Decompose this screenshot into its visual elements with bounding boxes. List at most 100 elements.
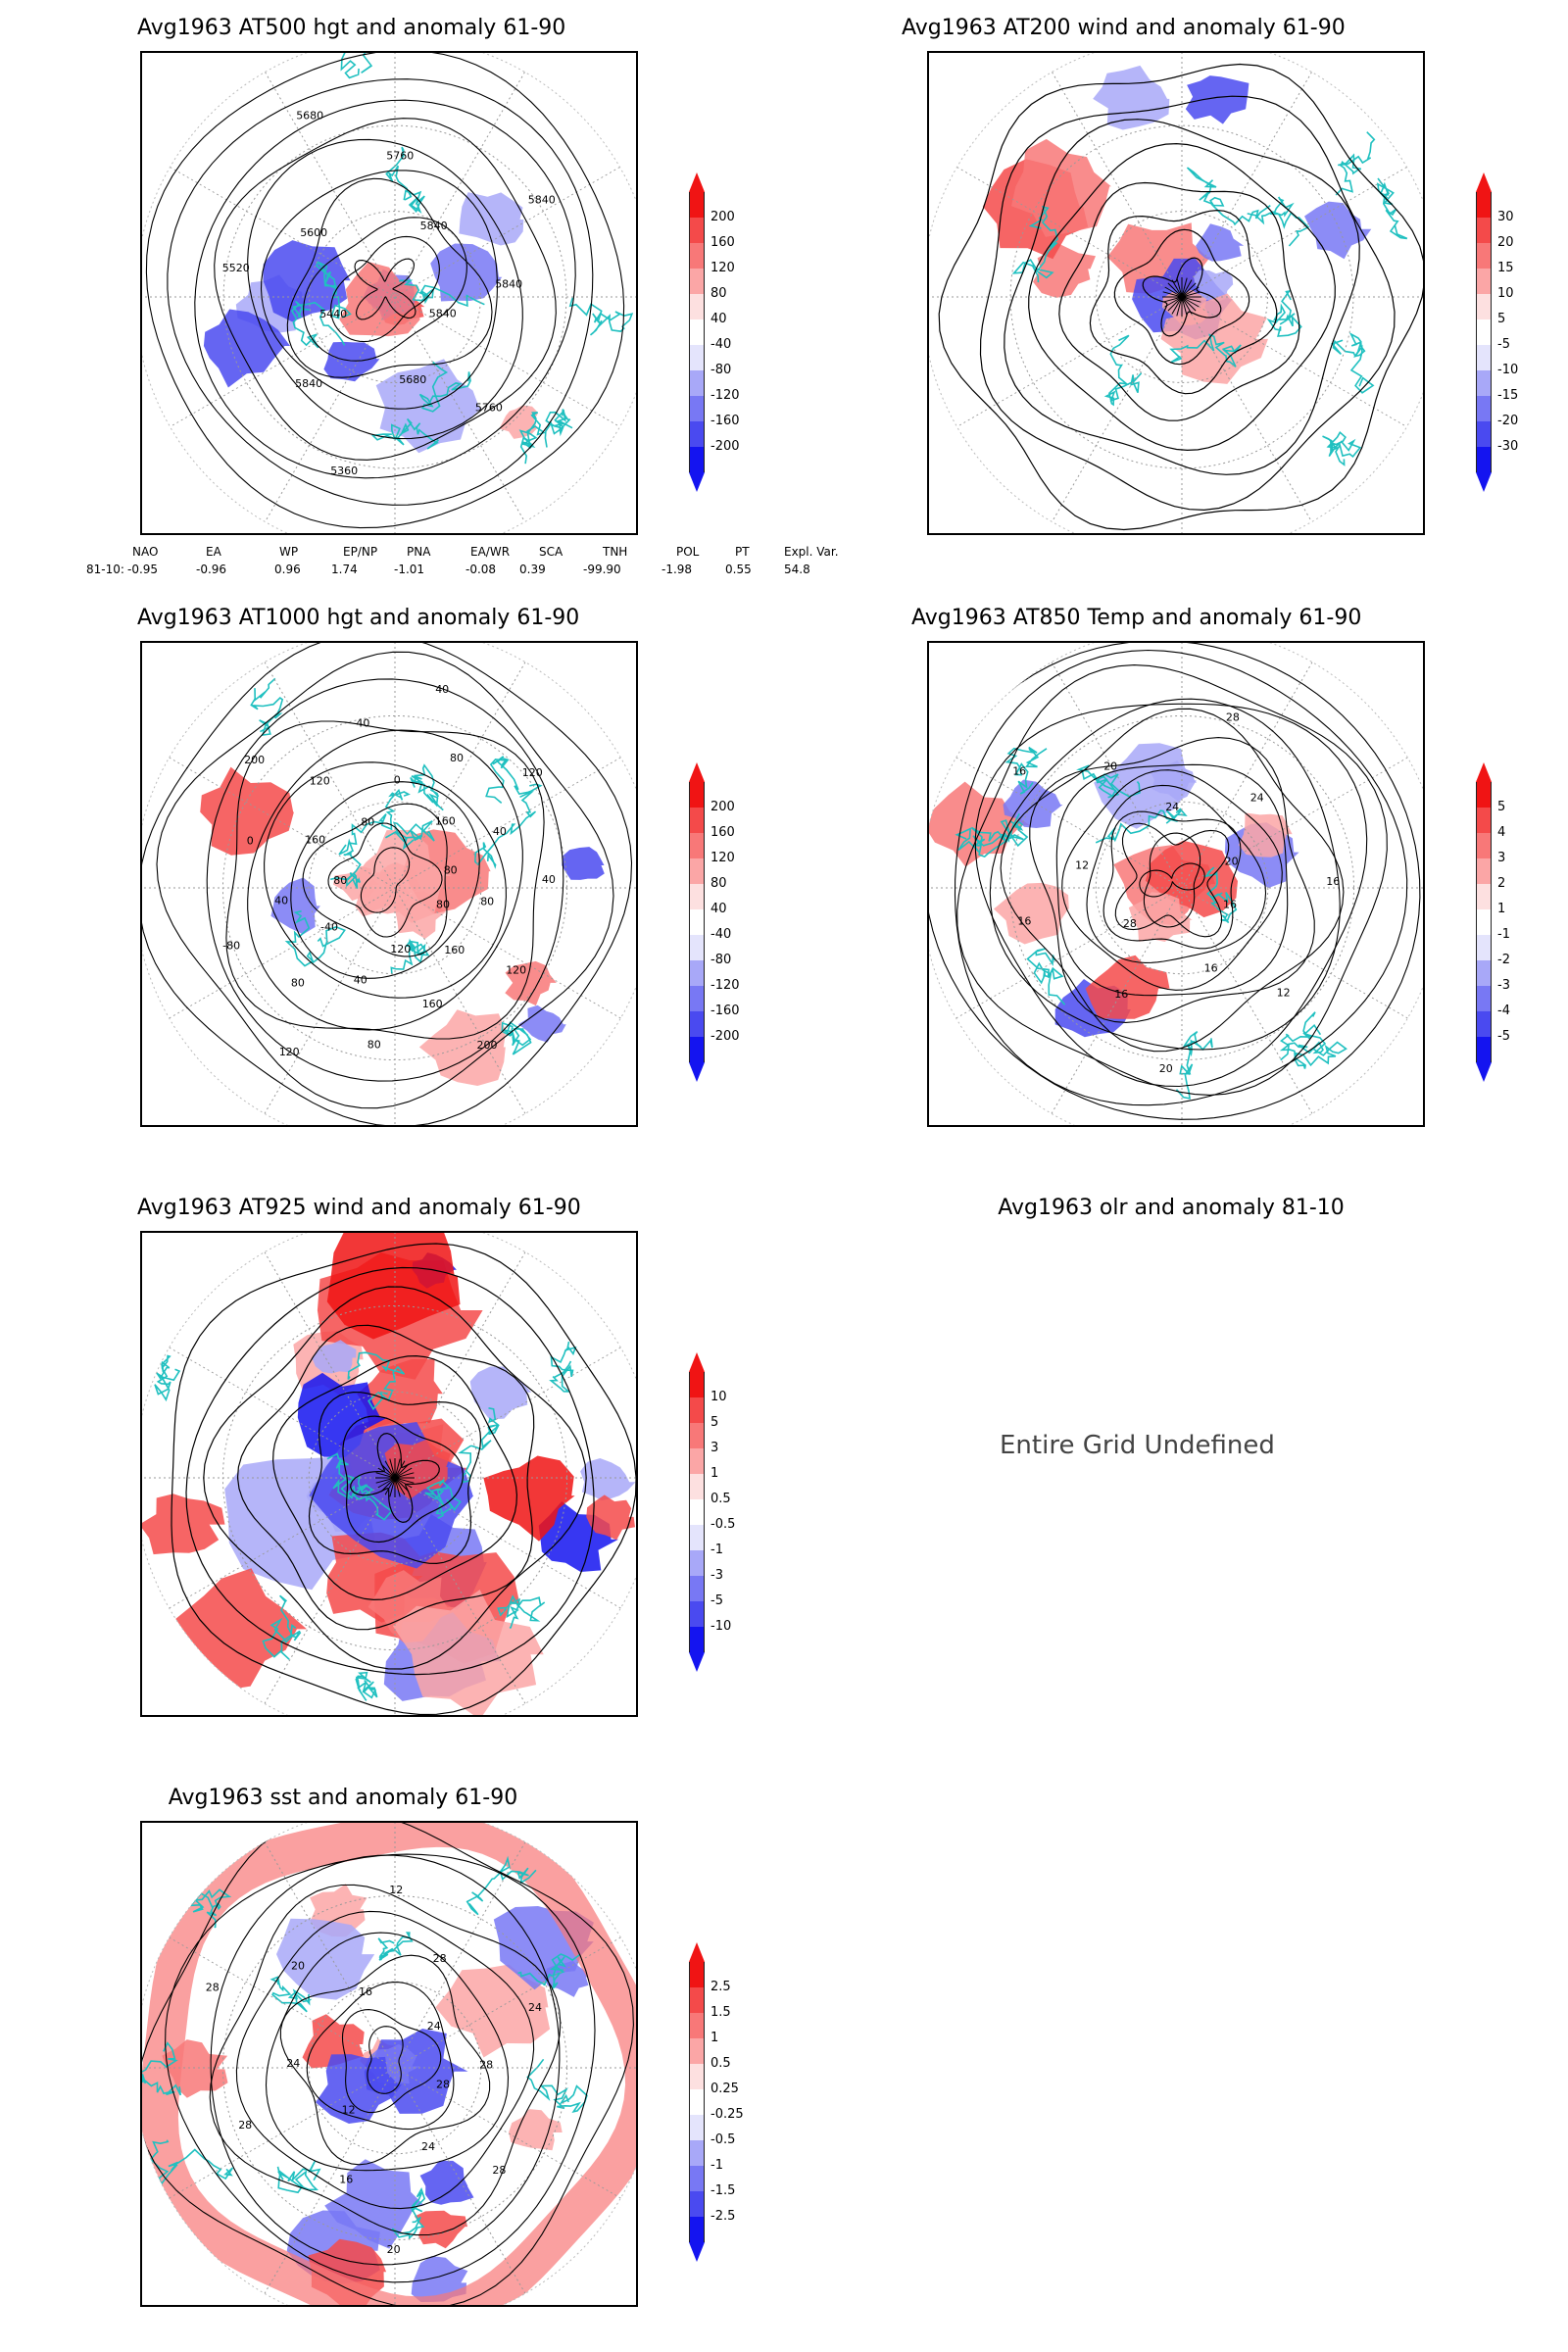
contour-label: 5760 xyxy=(475,402,503,415)
colorbar-label: -2.5 xyxy=(710,2209,736,2224)
colorbar-label: 5 xyxy=(710,1415,719,1430)
contour-label: 24 xyxy=(286,2057,300,2070)
colorbar-swatch xyxy=(689,421,705,447)
contour-label: 120 xyxy=(522,766,543,779)
colorbar-label: -10 xyxy=(1497,363,1519,377)
anomaly-shading xyxy=(982,65,1372,384)
colorbar-label: 80 xyxy=(710,286,727,301)
colorbar-swatch xyxy=(689,319,705,345)
colorbar-swatch xyxy=(1476,960,1492,986)
colorbar-label: -40 xyxy=(710,927,732,942)
colorbar-label: 120 xyxy=(710,261,735,275)
lat-lon-grid xyxy=(142,643,636,1125)
colorbar-label: -160 xyxy=(710,1004,740,1018)
contour-label: 12 xyxy=(1075,858,1089,871)
colorbar-min-arrow xyxy=(689,1652,705,1672)
colorbar-label: -160 xyxy=(710,414,740,428)
colorbar-swatch xyxy=(1476,421,1492,447)
colorbar-swatch xyxy=(689,2089,705,2115)
coastlines xyxy=(250,677,543,1055)
colorbar-swatch xyxy=(689,1448,705,1474)
colorbar-swatch xyxy=(1476,447,1492,472)
contour-label: 24 xyxy=(421,2140,435,2153)
contour-label: 80 xyxy=(361,816,374,829)
contour-label: 20 xyxy=(387,2243,401,2256)
contour-label: 5520 xyxy=(222,262,250,274)
colorbar-label: -1 xyxy=(1497,927,1510,942)
contour-lines xyxy=(938,63,1423,531)
colorbar-label: 1 xyxy=(710,2031,719,2045)
colorbar-swatch xyxy=(689,884,705,909)
colorbar-label: -200 xyxy=(710,439,740,454)
contour-label: 24 xyxy=(427,2020,441,2033)
contour-label: 20 xyxy=(1225,855,1239,867)
colorbar-label: -120 xyxy=(710,978,740,993)
colorbar-swatch xyxy=(1476,833,1492,858)
colorbar-swatch xyxy=(689,1525,705,1550)
index-value: -0.96 xyxy=(196,563,227,576)
index-value: -0.95 xyxy=(127,563,159,576)
contour-lines xyxy=(142,643,633,1125)
map-at850: 16 12 16 20 16 28 16 12 16 20 24 28 24 20 16 xyxy=(927,641,1425,1127)
colorbar-swatch xyxy=(1476,269,1492,294)
colorbar-swatch xyxy=(689,986,705,1011)
contour-label: 16 xyxy=(1017,914,1031,927)
colorbar-label: 5 xyxy=(1497,312,1506,326)
contour-label: 20 xyxy=(1159,1062,1173,1075)
contour-label: 12 xyxy=(342,2104,356,2117)
index-header: NAO xyxy=(132,545,159,559)
colorbar-swatch xyxy=(689,370,705,396)
colorbar-label: 20 xyxy=(1497,235,1514,250)
colorbar-swatch xyxy=(689,1372,705,1397)
colorbar-swatch xyxy=(689,935,705,960)
colorbar-swatch xyxy=(1476,986,1492,1011)
map-at1000: 80 120 160 200 160 120 80 40 120 80 -40 -80 40 80 0 160… xyxy=(140,641,638,1127)
colorbar-swatch xyxy=(1476,858,1492,884)
map-disc xyxy=(929,643,1423,1125)
lat-lon-grid xyxy=(929,643,1423,1125)
panel-title-at850: Avg1963 AT850 Temp and anomaly 61-90 xyxy=(911,606,1362,630)
colorbar-label: -200 xyxy=(710,1029,740,1044)
colorbar-label: 160 xyxy=(710,235,735,250)
contour-lines xyxy=(142,1823,634,2305)
map-at200 xyxy=(927,51,1425,535)
colorbar-label: -80 xyxy=(710,363,732,377)
map-disc xyxy=(142,1823,636,2305)
index-value: 0.39 xyxy=(519,563,546,576)
colorbar-swatch xyxy=(689,192,705,218)
colorbar-max-arrow xyxy=(1476,762,1492,782)
colorbar-max-arrow xyxy=(689,172,705,192)
colorbar-swatch xyxy=(689,2217,705,2242)
colorbar-swatch xyxy=(689,1499,705,1525)
colorbar-label: -1.5 xyxy=(710,2183,736,2198)
undefined-grid-message: Entire Grid Undefined xyxy=(1000,1431,1275,1460)
colorbar-label: 0.25 xyxy=(710,2082,739,2096)
colorbar-min-arrow xyxy=(1476,472,1492,492)
panel-title-sst: Avg1963 sst and anomaly 61-90 xyxy=(168,1786,518,1810)
colorbar-swatch xyxy=(689,243,705,269)
contour-label: 5600 xyxy=(300,226,327,239)
colorbar-label: -5 xyxy=(1497,1029,1510,1044)
index-value: -1.98 xyxy=(662,563,693,576)
colorbar-swatch xyxy=(689,345,705,370)
index-header: Expl. Var. xyxy=(784,545,839,559)
panel-title-at925: Avg1963 AT925 wind and anomaly 61-90 xyxy=(137,1196,581,1220)
contour-label: 0 xyxy=(394,774,401,787)
index-value: -99.90 xyxy=(583,563,621,576)
contour-label: 16 xyxy=(339,2174,353,2186)
contour-label: 40 xyxy=(493,825,507,838)
contour-label: 200 xyxy=(244,754,265,766)
colorbar-label: 200 xyxy=(710,210,735,224)
panel-title-at1000: Avg1963 AT1000 hgt and anomaly 61-90 xyxy=(137,606,580,630)
colorbar-label: -4 xyxy=(1497,1004,1510,1018)
contour-label: 120 xyxy=(279,1046,300,1058)
contour-label: 5680 xyxy=(399,373,426,386)
index-header: EA xyxy=(206,545,221,559)
colorbar-swatch xyxy=(689,1627,705,1652)
contour-label: 120 xyxy=(310,775,330,788)
contour-label: 28 xyxy=(1226,711,1240,724)
contour-label: 80 xyxy=(291,976,305,989)
contour-label: 160 xyxy=(422,998,443,1010)
colorbar-label: 0.5 xyxy=(710,2056,731,2071)
map-canvas: 80 120 160 200 160 120 80 40 120 80 -40 -80 40 80 0 160… xyxy=(142,643,636,1125)
